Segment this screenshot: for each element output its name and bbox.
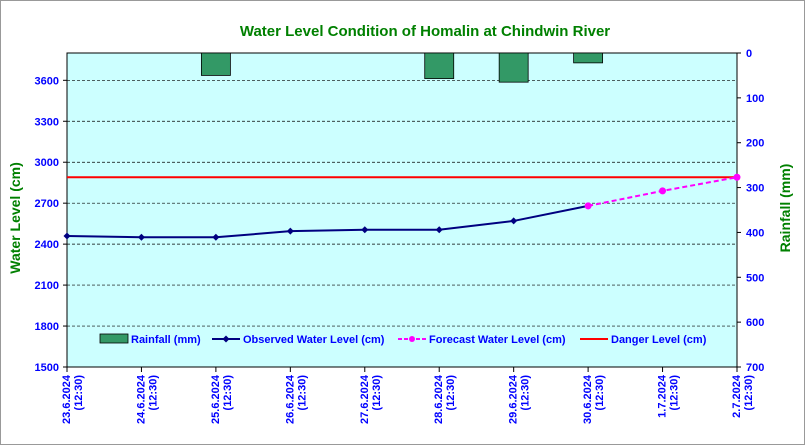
observed-point [435, 226, 443, 234]
observed-point [510, 217, 518, 225]
plot-area [66, 52, 738, 368]
x-tick-label: 2.7.2024(12:30) [731, 374, 755, 418]
y2-tick-label: 400 [746, 227, 764, 239]
y-tick-label: 1800 [35, 321, 59, 333]
chart-title: Water Level Condition of Homalin at Chin… [240, 23, 610, 40]
rainfall-bar [200, 52, 231, 76]
y2-axis-title: Rainfall (mm) [777, 164, 793, 253]
forecast-point [584, 202, 592, 210]
legend-observed-label: Observed Water Level (cm) [243, 334, 385, 346]
observed-point [212, 233, 220, 241]
legend-rainfall-swatch [99, 333, 129, 344]
x-tick-label: 25.6.2024(12:30) [210, 374, 234, 424]
y2-tick-label: 700 [746, 362, 764, 374]
observed-point [63, 232, 71, 240]
legend-forecast-marker [409, 336, 415, 342]
observed-point [286, 227, 294, 235]
y-tick-label: 2400 [35, 239, 59, 251]
observed-point [361, 226, 369, 234]
y-tick-label: 2700 [35, 198, 59, 210]
y2-tick-label: 200 [746, 138, 764, 150]
forecast-point [733, 173, 741, 181]
y2-tick-label: 100 [746, 93, 764, 105]
legend-danger-label: Danger Level (cm) [611, 334, 707, 346]
legend-forecast-label: Forecast Water Level (cm) [429, 334, 566, 346]
rainfall-bar [498, 52, 529, 83]
legend: Rainfall (mm) Observed Water Level (cm) Fo… [99, 333, 707, 346]
y2-tick-label: 500 [746, 272, 764, 284]
x-tick-label: 26.6.2024(12:30) [284, 374, 308, 424]
x-tick-label: 27.6.2024(12:30) [359, 374, 383, 424]
legend-rainfall-label: Rainfall (mm) [131, 334, 201, 346]
observed-point [137, 233, 145, 241]
y-tick-label: 1500 [35, 362, 59, 374]
y-axis-title: Water Level (cm) [7, 162, 23, 274]
rainfall-bar [424, 52, 455, 79]
x-tick-label: 29.6.2024(12:30) [508, 374, 532, 424]
x-tick-label: 28.6.2024(12:30) [433, 374, 457, 424]
y2-tick-label: 0 [746, 48, 752, 60]
x-tick-label: 1.7.2024(12:30) [657, 374, 681, 418]
x-tick-label: 30.6.2024(12:30) [582, 374, 606, 424]
x-tick-label: 23.6.2024(12:30) [61, 374, 85, 424]
y-tick-label: 2100 [35, 280, 59, 292]
y-tick-label: 3000 [35, 157, 59, 169]
rainfall-bar [573, 52, 604, 64]
forecast-point [659, 187, 667, 195]
y-tick-label: 3600 [35, 75, 59, 87]
observed-water-level-line [66, 204, 589, 239]
x-tick-label: 24.6.2024(12:30) [135, 374, 159, 424]
y-tick-label: 3300 [35, 116, 59, 128]
y2-tick-label: 300 [746, 183, 764, 195]
y2-tick-label: 600 [746, 317, 764, 329]
legend-observed-marker [222, 335, 230, 343]
